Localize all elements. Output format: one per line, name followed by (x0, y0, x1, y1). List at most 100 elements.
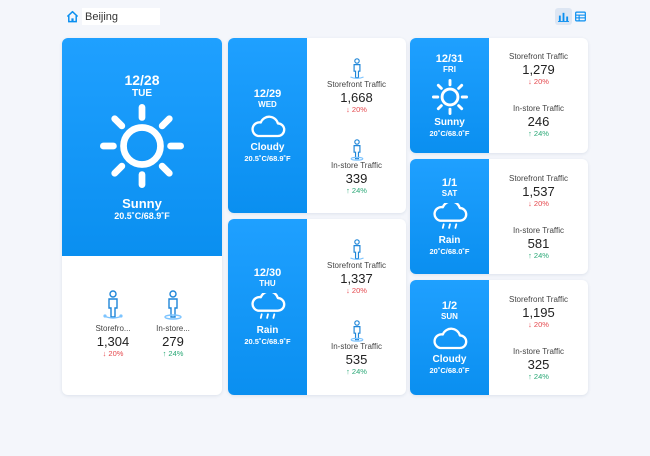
forecast-card: 1/2 SUN Cloudy 20˚C/68.0˚F Storefront Tr… (410, 280, 588, 395)
forecast-temp: 20.5˚C/68.9˚F (244, 153, 291, 163)
cloud-icon (250, 115, 285, 137)
today-card: 12/28 TUE Sunny 20.5˚C/68.9˚F Storefro..… (62, 38, 222, 395)
storefront-label: Storefront Traffic (509, 52, 568, 61)
forecast-day: SAT (441, 188, 458, 198)
forecast-temp: 20˚C/68.0˚F (429, 128, 470, 138)
forecast-day: WED (258, 99, 277, 109)
instore-value: 581 (527, 236, 550, 251)
forecast-card: 12/31 FRI Sunny 20˚C/68.0˚F Storefront T… (410, 38, 588, 153)
person-icon (103, 290, 123, 319)
storefront-change: ↓ 20% (528, 199, 549, 208)
person-icon (349, 239, 364, 261)
storefront-label: Storefront Traffic (327, 80, 386, 89)
cloud-icon (432, 327, 467, 349)
instore-value: 325 (527, 357, 550, 372)
instore-label: In-store Traffic (331, 342, 382, 351)
storefront-value: 1,537 (522, 184, 555, 199)
storefront-traffic: Storefront Traffic 1,537 ↓ 20% (489, 174, 588, 209)
instore-traffic: In-store Traffic 581 ↑ 24% (489, 226, 588, 261)
storefront-change: ↓ 20% (102, 349, 124, 358)
instore-value: 535 (345, 352, 368, 367)
person-icon (349, 58, 364, 80)
today-day: TUE (132, 87, 152, 99)
weather-panel: 12/30 THU Rain 20.5˚C/68.9˚F (228, 219, 307, 395)
weather-panel: 12/31 FRI Sunny 20˚C/68.0˚F (410, 38, 489, 153)
forecast-date: 12/31 (435, 52, 464, 65)
top-bar (62, 8, 590, 26)
storefront-label: Storefront Traffic (509, 295, 568, 304)
storefront-label: Storefront Traffic (509, 174, 568, 183)
storefront-change: ↓ 20% (346, 286, 367, 295)
forecast-temp: 20.5˚C/68.9˚F (244, 337, 291, 346)
rain-icon (250, 293, 285, 319)
storefront-value: 1,304 (96, 334, 130, 349)
today-date: 12/28 (124, 71, 160, 88)
forecast-date: 1/2 (441, 299, 458, 312)
forecast-condition: Rain (438, 234, 461, 246)
storefront-traffic: Storefront Traffic 1,337 ↓ 20% (307, 239, 406, 296)
storefront-value: 1,668 (340, 90, 373, 105)
instore-label: In-store... (156, 324, 190, 333)
storefront-traffic: Storefront Traffic 1,668 ↓ 20% (307, 58, 406, 115)
person-icon (350, 139, 363, 161)
instore-change: ↑ 24% (528, 372, 549, 381)
forecast-day: FRI (443, 64, 456, 74)
table-icon[interactable] (572, 8, 589, 25)
traffic-column: Storefront Traffic 1,668 ↓ 20% In-store … (307, 38, 406, 213)
storefront-label: Storefront Traffic (327, 261, 386, 270)
rain-icon (432, 202, 467, 229)
instore-traffic: In-store Traffic 339 ↑ 24% (307, 139, 406, 196)
today-instore: In-store... 279 ↑ 24% (138, 290, 208, 359)
forecast-condition: Sunny (434, 116, 465, 128)
forecast-day: SUN (441, 311, 458, 321)
instore-value: 339 (345, 171, 368, 186)
weather-panel: 1/1 SAT Rain 20˚C/68.0˚F (410, 159, 489, 274)
today-condition: Sunny (122, 195, 162, 211)
instore-label: In-store Traffic (513, 347, 564, 356)
storefront-change: ↓ 20% (346, 105, 367, 114)
storefront-traffic: Storefront Traffic 1,195 ↓ 20% (489, 295, 588, 330)
person-icon (350, 320, 363, 342)
storefront-traffic: Storefront Traffic 1,279 ↓ 20% (489, 52, 588, 87)
instore-value: 279 (162, 334, 184, 349)
instore-change: ↑ 24% (528, 129, 549, 138)
today-weather-panel: 12/28 TUE Sunny 20.5˚C/68.9˚F (62, 38, 222, 256)
city-input[interactable] (82, 8, 160, 25)
storefront-change: ↓ 20% (528, 77, 549, 86)
instore-change: ↑ 24% (346, 367, 367, 376)
home-icon[interactable] (64, 8, 80, 24)
instore-traffic: In-store Traffic 325 ↑ 24% (489, 347, 588, 382)
traffic-column: Storefront Traffic 1,279 ↓ 20% In-store … (489, 38, 588, 153)
instore-traffic: In-store Traffic 535 ↑ 24% (307, 320, 406, 377)
storefront-label: Storefro... (95, 324, 131, 333)
sun-icon (100, 103, 184, 188)
forecast-condition: Cloudy (250, 141, 285, 153)
forecast-temp: 20˚C/68.0˚F (429, 365, 470, 375)
storefront-value: 1,279 (522, 62, 555, 77)
storefront-value: 1,195 (522, 305, 555, 320)
storefront-value: 1,337 (340, 271, 373, 286)
instore-value: 246 (527, 114, 550, 129)
instore-change: ↑ 24% (162, 349, 184, 358)
today-storefront: Storefro... 1,304 ↓ 20% (78, 290, 148, 359)
forecast-date: 1/1 (441, 176, 458, 189)
weather-panel: 12/29 WED Cloudy 20.5˚C/68.9˚F (228, 38, 307, 213)
forecast-condition: Rain (256, 325, 279, 336)
weather-panel: 1/2 SUN Cloudy 20˚C/68.0˚F (410, 280, 489, 395)
sun-icon (431, 78, 468, 115)
instore-label: In-store Traffic (331, 161, 382, 170)
instore-traffic: In-store Traffic 246 ↑ 24% (489, 104, 588, 139)
bar-chart-icon[interactable] (555, 8, 572, 25)
forecast-condition: Cloudy (432, 353, 467, 365)
person-icon (164, 290, 182, 320)
forecast-card: 12/30 THU Rain 20.5˚C/68.9˚F Storefront … (228, 219, 406, 395)
instore-label: In-store Traffic (513, 226, 564, 235)
forecast-card: 12/29 WED Cloudy 20.5˚C/68.9˚F Storefron… (228, 38, 406, 213)
instore-label: In-store Traffic (513, 104, 564, 113)
traffic-column: Storefront Traffic 1,195 ↓ 20% In-store … (489, 280, 588, 395)
today-temp: 20.5˚C/68.9˚F (114, 210, 170, 221)
instore-change: ↑ 24% (528, 251, 549, 260)
instore-change: ↑ 24% (346, 186, 367, 195)
traffic-column: Storefront Traffic 1,337 ↓ 20% In-store … (307, 219, 406, 395)
traffic-column: Storefront Traffic 1,537 ↓ 20% In-store … (489, 159, 588, 274)
